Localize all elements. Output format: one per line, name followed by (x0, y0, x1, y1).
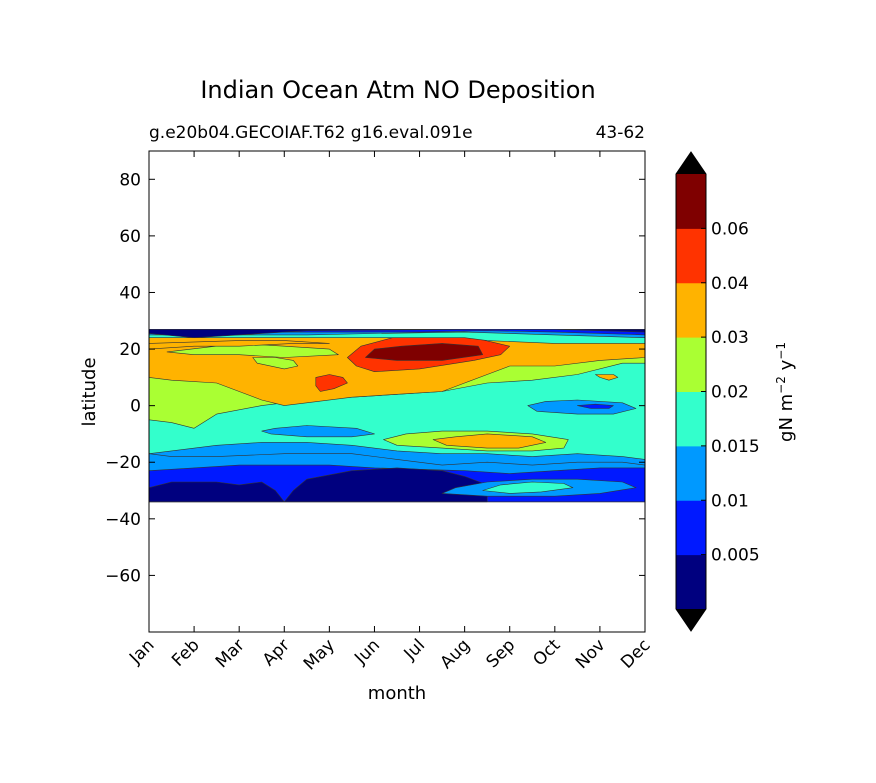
colorbar-label-exp2: −1 (774, 342, 788, 360)
x-tick-label: Jun (350, 635, 384, 669)
x-tick-label: Oct (529, 635, 564, 670)
contour-region-14 (595, 374, 619, 381)
y-tick-label: −20 (105, 453, 141, 473)
colorbar-band-2 (676, 445, 706, 501)
colorbar-label: gN m−2 y−1 (774, 342, 797, 442)
y-tick-label: −60 (105, 566, 141, 586)
contour-region-9 (149, 340, 330, 350)
x-tick-label: Aug (437, 635, 475, 673)
x-tick-label: Jan (125, 635, 158, 668)
chart-subtitle-left: g.e20b04.GECOIAF.T62 g16.eval.091e (149, 123, 473, 143)
contour-region-5 (365, 343, 484, 361)
contour-region-15 (527, 399, 637, 415)
colorbar-extend-under (676, 609, 706, 631)
contour-region-24 (482, 481, 574, 494)
y-tick-label: 0 (130, 397, 141, 417)
y-axis: 80 60 40 20 0 −20 −40 −60 (105, 170, 645, 586)
x-tick-label: Jul (400, 635, 429, 664)
colorbar-band-5 (676, 282, 706, 338)
y-tick-label: 40 (119, 283, 141, 303)
colorbar-label-exp1: −2 (774, 376, 788, 394)
contour-region-7 (252, 357, 299, 370)
colorbar-band-7 (676, 174, 706, 229)
contour-region-16 (577, 403, 614, 409)
colorbar-tick-label: 0.015 (711, 437, 760, 457)
contour-layer (149, 328, 645, 503)
y-axis-label: latitude (79, 357, 100, 426)
colorbar-tick-label: 0.06 (711, 219, 749, 239)
colorbar-band-6 (676, 228, 706, 284)
colorbar-extend-over (676, 152, 706, 174)
colorbar-band-3 (676, 391, 706, 447)
x-axis-label: month (368, 683, 426, 704)
y-tick-label: 60 (119, 227, 141, 247)
colorbar-band-1 (676, 500, 706, 556)
contour-region-13 (149, 328, 645, 339)
colorbar-label-main: gN m (776, 394, 797, 442)
contour-region-17 (261, 425, 375, 438)
colorbar-tick-label: 0.03 (711, 328, 749, 348)
plot-frame (148, 150, 646, 633)
plot-area (148, 150, 646, 633)
contour-region-25 (149, 481, 285, 503)
chart-subtitle-right: 43-62 (596, 123, 645, 143)
colorbar-tick-label: 0.01 (711, 491, 749, 511)
y-tick-label: 80 (119, 170, 141, 190)
x-tick-label: May (300, 635, 339, 674)
x-tick-label: Mar (212, 635, 249, 672)
chart-title: Indian Ocean Atm NO Deposition (200, 76, 595, 104)
x-tick-label: Apr (259, 635, 294, 670)
colorbar-band-4 (676, 337, 706, 392)
colorbar-tick-label: 0.04 (711, 274, 749, 294)
colorbar-tick-label: 0.005 (711, 546, 760, 566)
x-tick-label: Nov (572, 635, 610, 673)
contour-region-19 (432, 433, 547, 449)
x-tick-label: Dec (617, 635, 654, 672)
x-tick-label: Feb (168, 635, 203, 670)
y-tick-label: −40 (105, 510, 141, 530)
colorbar-label-mid: y (776, 359, 797, 376)
contour-region-6 (315, 374, 348, 392)
colorbar-outline (675, 151, 707, 632)
colorbar-band-0 (676, 554, 706, 610)
colorbar-tick-label: 0.02 (711, 383, 749, 403)
x-tick-label: Sep (482, 635, 519, 672)
colorbar: 0.005 0.01 0.015 0.02 0.03 0.04 0.06 (675, 151, 760, 632)
y-tick-label: 20 (119, 340, 141, 360)
